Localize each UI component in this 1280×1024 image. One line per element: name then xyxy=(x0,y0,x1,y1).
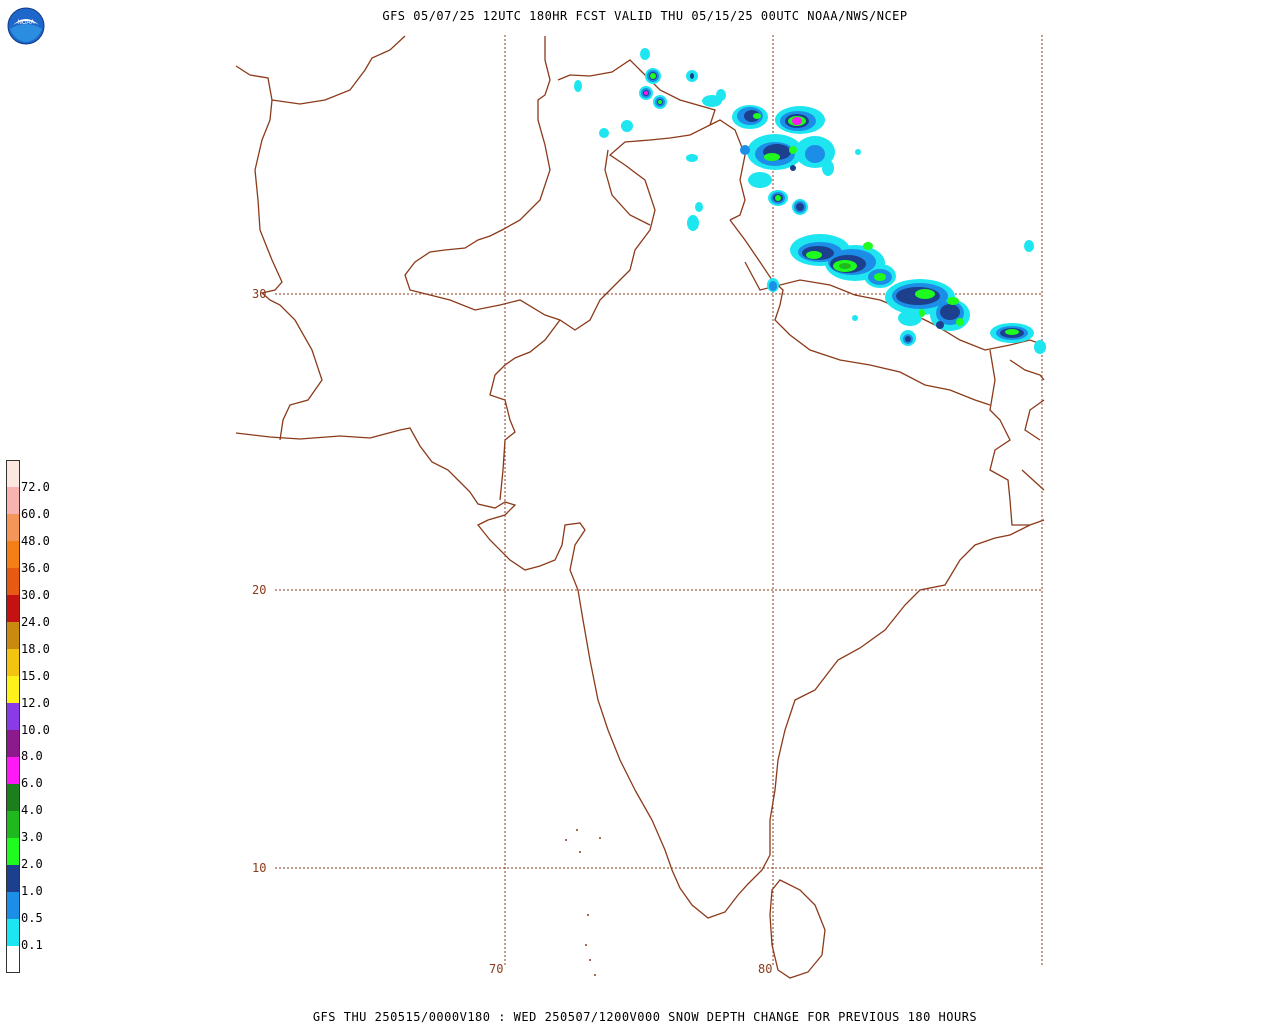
lon-label-80: 80 xyxy=(758,962,773,976)
legend-label: 2.0 xyxy=(21,857,43,871)
map-title: GFS 05/07/25 12UTC 180HR FCST VALID THU … xyxy=(382,9,908,23)
legend-swatch xyxy=(7,487,19,514)
legend-label: 48.0 xyxy=(21,534,50,548)
legend-swatch xyxy=(7,514,19,541)
legend-label: 15.0 xyxy=(21,669,50,683)
svg-text:NOAA: NOAA xyxy=(17,20,34,26)
lat-label-20: 20 xyxy=(252,583,267,597)
coastline xyxy=(235,35,1045,979)
legend-label: 3.0 xyxy=(21,830,43,844)
legend-swatch xyxy=(7,757,19,784)
lat-label-30: 30 xyxy=(252,287,267,301)
legend-label: 72.0 xyxy=(21,480,50,494)
legend-label: 36.0 xyxy=(21,561,50,575)
legend-swatch xyxy=(7,919,19,946)
lat-label-10: 10 xyxy=(252,861,267,875)
noaa-logo: NOAA xyxy=(7,7,45,45)
legend-swatch xyxy=(7,703,19,730)
legend-swatch xyxy=(7,622,19,649)
legend-label: 0.1 xyxy=(21,938,43,952)
legend-swatch xyxy=(7,568,19,595)
legend-swatch xyxy=(7,676,19,703)
snow-depth-contours xyxy=(574,48,1046,354)
islands xyxy=(565,829,601,976)
legend-swatch xyxy=(7,838,19,865)
legend-label: 4.0 xyxy=(21,803,43,817)
legend-swatch xyxy=(7,461,19,487)
legend-swatch xyxy=(7,595,19,622)
lat-lon-grid xyxy=(275,35,1043,965)
legend-swatch xyxy=(7,811,19,838)
legend-label: 10.0 xyxy=(21,723,50,737)
legend-label: 30.0 xyxy=(21,588,50,602)
legend-swatch xyxy=(7,892,19,919)
legend-label: 1.0 xyxy=(21,884,43,898)
legend-label: 6.0 xyxy=(21,776,43,790)
legend-swatch xyxy=(7,946,19,972)
legend-label: 12.0 xyxy=(21,696,50,710)
legend-swatch xyxy=(7,649,19,676)
legend-label: 18.0 xyxy=(21,642,50,656)
legend-label: 0.5 xyxy=(21,911,43,925)
map-caption: GFS THU 250515/0000V180 : WED 250507/120… xyxy=(312,1010,978,1024)
legend-swatch xyxy=(7,784,19,811)
legend-label: 60.0 xyxy=(21,507,50,521)
legend-swatch xyxy=(7,730,19,757)
legend-swatch xyxy=(7,541,19,568)
color-legend xyxy=(6,460,20,973)
legend-label: 24.0 xyxy=(21,615,50,629)
legend-swatch xyxy=(7,865,19,892)
legend-label: 8.0 xyxy=(21,749,43,763)
lon-label-70: 70 xyxy=(489,962,504,976)
